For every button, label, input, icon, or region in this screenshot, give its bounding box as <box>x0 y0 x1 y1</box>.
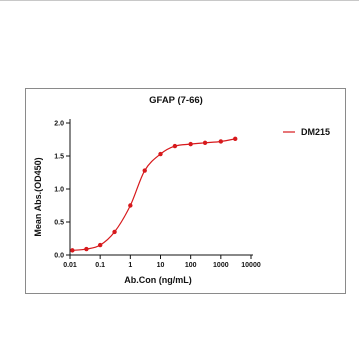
data-point <box>233 136 238 142</box>
x-tick-label: 100 <box>185 262 197 269</box>
axes-group: 0.0 0.5 1.0 1.5 2.0 0.01 0.1 1 10 100 1000 10000 <box>54 119 261 269</box>
y-tick-label: 0.5 <box>54 220 64 227</box>
x-tick-label: 10 <box>157 262 165 269</box>
x-tick-label: 1000 <box>213 262 229 269</box>
data-point <box>142 168 147 173</box>
chart-svg: GFAP (7-66) Mean Abs.(OD450) Ab.Con (ng/… <box>33 95 330 285</box>
legend-group: DM215 <box>283 127 330 137</box>
chart-title: GFAP (7-66) <box>149 95 203 106</box>
x-tick-label: 0.01 <box>63 262 77 269</box>
y-tick-label: 1.5 <box>54 154 64 161</box>
data-point <box>172 143 178 149</box>
data-point <box>70 248 75 253</box>
legend-label: DM215 <box>301 127 330 137</box>
x-axis-label: Ab.Con (ng/mL) <box>124 275 191 285</box>
x-tick-label: 1 <box>128 262 132 269</box>
data-point <box>202 140 208 145</box>
data-point <box>158 151 163 157</box>
data-point <box>84 246 89 252</box>
data-point <box>112 229 117 235</box>
y-tick-label: 0.0 <box>54 253 64 260</box>
data-point <box>128 203 133 208</box>
data-point <box>218 139 224 144</box>
y-tick-label: 2.0 <box>54 121 64 128</box>
x-tick-label: 0.1 <box>95 262 105 269</box>
y-axis-label: Mean Abs.(OD450) <box>33 157 43 236</box>
series-line <box>72 138 236 251</box>
top-divider <box>0 0 359 1</box>
data-point <box>97 242 103 248</box>
series-group <box>70 136 238 253</box>
y-tick-label: 1.0 <box>54 187 64 194</box>
x-tick-label: 10000 <box>241 262 261 269</box>
data-point <box>188 141 193 147</box>
chart-panel: GFAP (7-66) Mean Abs.(OD450) Ab.Con (ng/… <box>25 88 346 294</box>
